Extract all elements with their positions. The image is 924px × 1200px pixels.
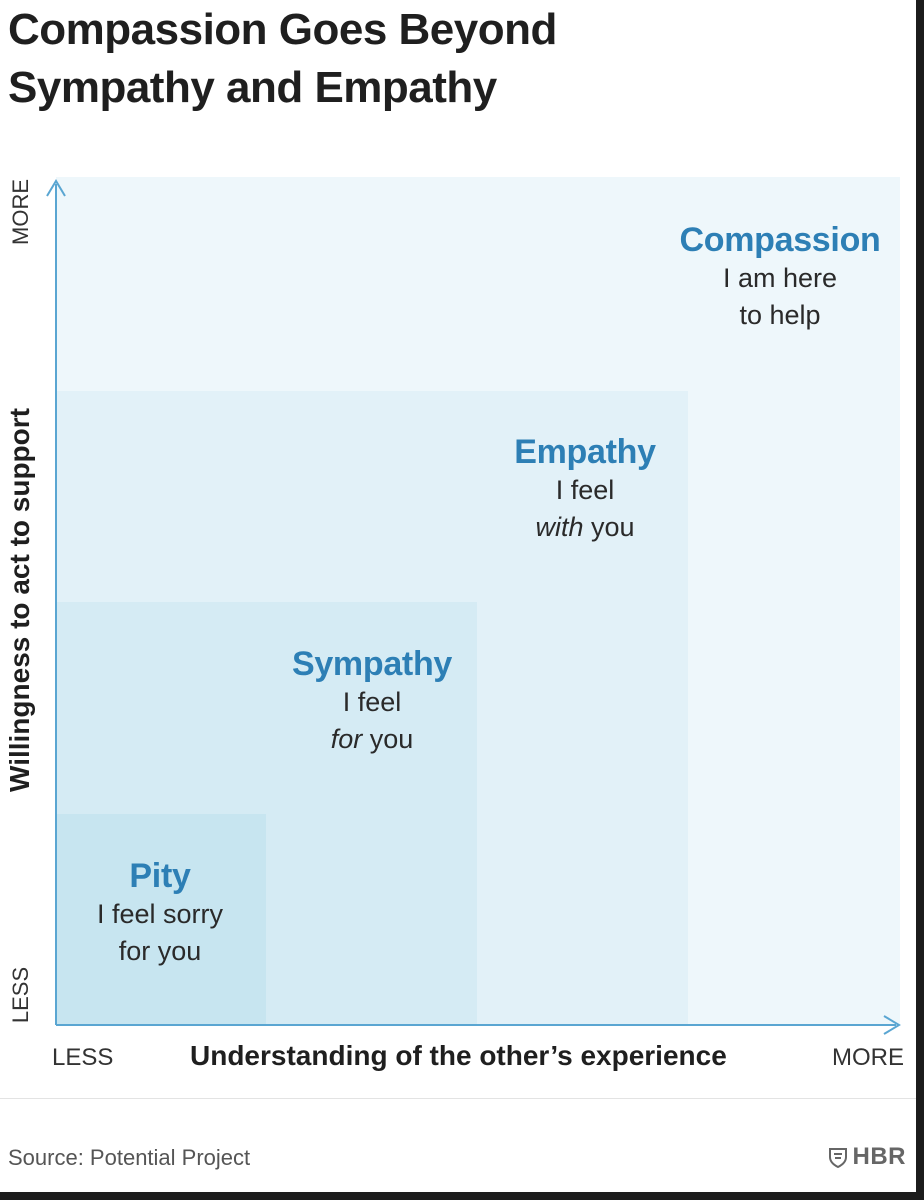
y-axis-max-label: MORE [8, 179, 33, 245]
x-axis-title: Understanding of the other’s experience [190, 1040, 727, 1071]
pity-title: Pity [129, 857, 191, 895]
brand-logo: HBR [828, 1143, 907, 1171]
empathy-text-line-2: with you [475, 509, 695, 546]
sympathy-emphasis: for [330, 724, 363, 754]
pity-region [56, 814, 266, 1025]
empathy-text-line-1: I feel [555, 475, 615, 505]
source-note: Source: Potential Project [8, 1145, 251, 1170]
title-line-1: Compassion Goes Beyond [8, 5, 557, 54]
sympathy-title: Sympathy [291, 645, 453, 683]
title-line-2: Sympathy and Empathy [8, 63, 497, 112]
compassion-label: Compassion I am here to help [650, 220, 910, 334]
brand-text: HBR [852, 1143, 906, 1170]
y-axis-min-label: LESS [8, 966, 33, 1024]
sympathy-label: Sympathy I feel for you [262, 644, 482, 758]
empathy-emphasis: with [535, 512, 584, 542]
x-axis-min-label: LESS [52, 1044, 114, 1071]
compassion-title: Compassion [679, 221, 881, 259]
sympathy-text-line-1: I feel [342, 687, 402, 717]
y-axis-arrowhead-icon [46, 179, 66, 197]
pity-text-line-1: I feel sorry [96, 899, 224, 929]
pity-text-line-2: for you [118, 936, 202, 966]
footer-divider [0, 1098, 916, 1099]
sympathy-text-rest: you [362, 724, 414, 754]
compassion-text-line-1: I am here [722, 263, 838, 293]
pity-label: Pity I feel sorry for you [60, 856, 260, 970]
sympathy-text-line-2: for you [262, 721, 482, 758]
shield-icon [828, 1148, 847, 1168]
y-axis-title: Willingness to act to support [4, 408, 35, 792]
empathy-label: Empathy I feel with you [475, 432, 695, 546]
empathy-text-rest: you [583, 512, 635, 542]
x-axis-max-label: MORE [832, 1044, 904, 1071]
x-axis-arrowhead-icon [883, 1015, 901, 1035]
compassion-text-line-2: to help [739, 300, 821, 330]
empathy-title: Empathy [514, 433, 656, 471]
